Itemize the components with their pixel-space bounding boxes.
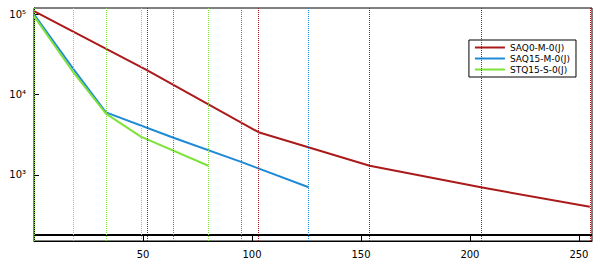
svg-text:10⁴: 10⁴ <box>9 89 26 100</box>
svg-text:SAQ15-M-0(J): SAQ15-M-0(J) <box>510 54 570 64</box>
svg-text:150: 150 <box>351 249 370 259</box>
svg-text:100: 100 <box>242 249 261 259</box>
svg-text:STQ15-S-0(J): STQ15-S-0(J) <box>510 65 567 75</box>
svg-text:200: 200 <box>460 249 479 259</box>
svg-text:10⁵: 10⁵ <box>9 9 26 20</box>
svg-text:SAQ0-M-0(J): SAQ0-M-0(J) <box>510 43 564 53</box>
svg-text:10³: 10³ <box>9 169 26 180</box>
svg-text:50: 50 <box>137 249 150 259</box>
svg-text:250: 250 <box>569 249 588 259</box>
